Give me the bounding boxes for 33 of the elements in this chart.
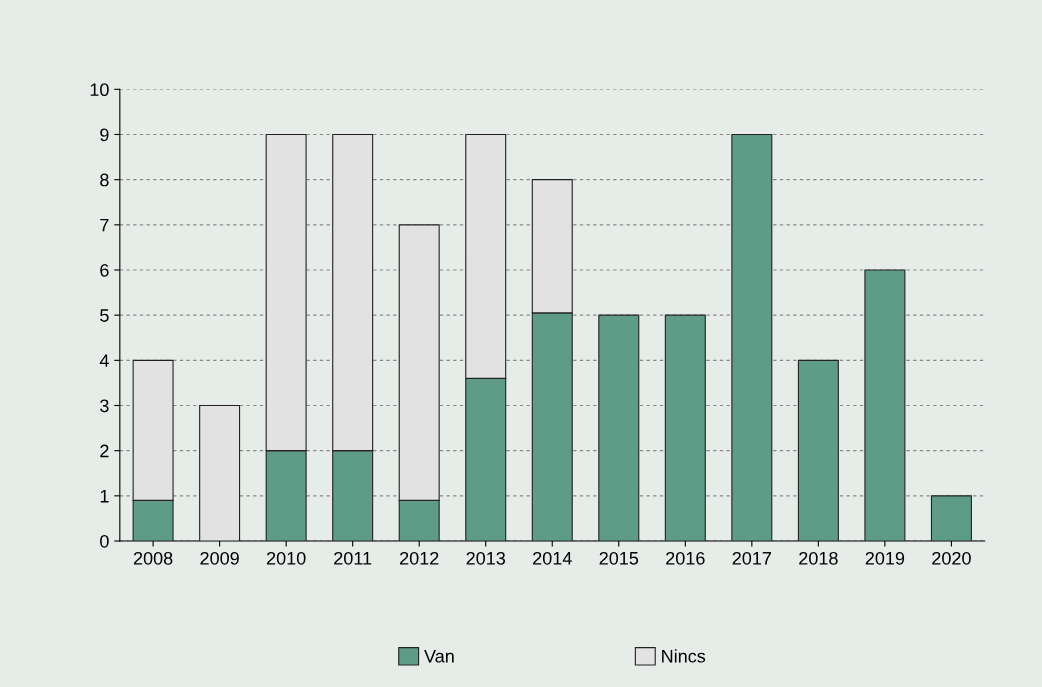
x-tick-label: 2013 (466, 551, 506, 565)
y-tick-label: 2 (100, 444, 109, 458)
x-tick-label: 2015 (599, 551, 639, 565)
y-tick-label: 7 (100, 218, 109, 232)
bar (199, 404, 241, 542)
x-tick-label: 2014 (533, 551, 572, 565)
bar (731, 133, 773, 542)
x-tick-label: 2020 (932, 551, 971, 565)
legend-label: Van (424, 649, 454, 663)
bar (664, 314, 706, 542)
x-tick-label: 2009 (200, 551, 239, 565)
bar (797, 359, 839, 542)
x-tick-label: 2017 (732, 551, 772, 565)
y-tick-label: 8 (100, 173, 109, 187)
y-tick-label: 9 (100, 128, 109, 142)
x-tick-label: 2018 (799, 551, 838, 565)
bar (864, 269, 906, 542)
y-tick-label: 10 (90, 83, 109, 97)
x-tick-label: 2010 (266, 551, 306, 565)
y-tick-label: 4 (99, 354, 109, 367)
y-tick-label: 5 (100, 309, 109, 322)
legend-label: Nincs (662, 649, 706, 663)
y-tick-label: 6 (100, 263, 109, 277)
x-tick-label: 2012 (400, 551, 439, 565)
bar (930, 495, 972, 542)
y-tick-label: 1 (100, 489, 109, 503)
bar (598, 314, 640, 542)
x-tick-label: 2019 (865, 551, 905, 565)
x-tick-label: 2011 (334, 551, 372, 565)
x-tick-label: 2008 (133, 551, 173, 565)
x-tick-label: 2016 (666, 551, 705, 565)
y-tick-label: 0 (100, 534, 109, 548)
y-tick-label: 3 (100, 399, 109, 413)
